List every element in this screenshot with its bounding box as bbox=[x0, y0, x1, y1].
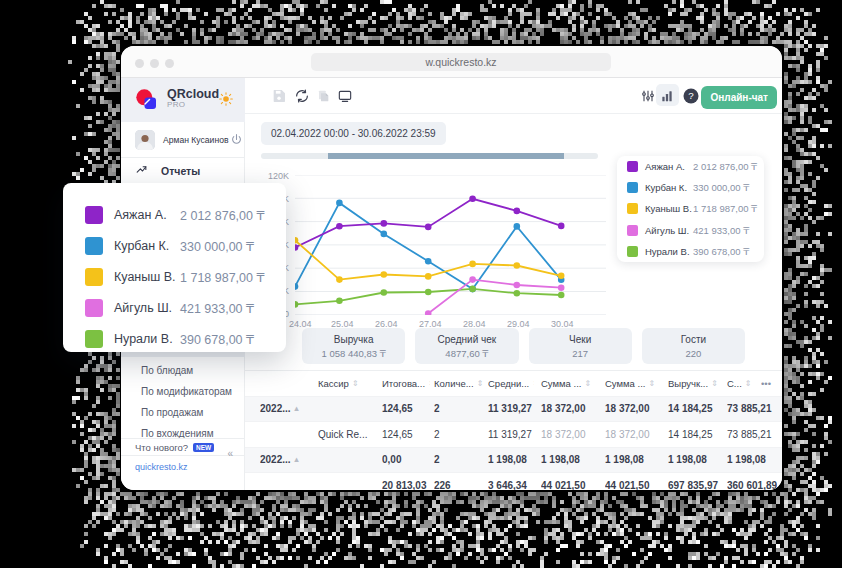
svg-text:?: ? bbox=[688, 90, 694, 101]
